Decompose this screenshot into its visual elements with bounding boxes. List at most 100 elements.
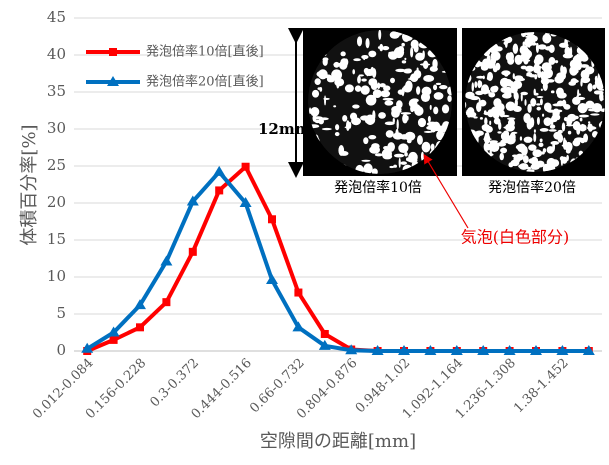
bubble bbox=[400, 134, 410, 139]
bubble bbox=[382, 149, 392, 159]
bubble bbox=[357, 36, 362, 46]
bubble bbox=[434, 92, 444, 100]
bubble bbox=[334, 62, 340, 68]
bubble bbox=[378, 112, 386, 119]
bubble bbox=[529, 158, 535, 163]
bubble bbox=[583, 134, 588, 143]
bubble bbox=[550, 141, 559, 145]
bubble bbox=[442, 104, 449, 113]
bubble bbox=[323, 98, 330, 100]
bubble bbox=[524, 99, 526, 106]
bubble bbox=[497, 142, 506, 146]
bubble bbox=[547, 146, 554, 153]
bubble bbox=[351, 117, 361, 125]
bubble bbox=[378, 46, 381, 49]
bubble bbox=[595, 76, 598, 82]
bubble bbox=[542, 128, 545, 131]
bubble bbox=[363, 56, 365, 60]
bubble bbox=[506, 101, 516, 111]
bubble bbox=[549, 129, 557, 132]
bubble bbox=[495, 116, 499, 123]
bubble bbox=[537, 107, 541, 111]
point bbox=[110, 336, 118, 344]
bubble bbox=[335, 132, 340, 136]
bubble bbox=[365, 38, 369, 48]
bubble bbox=[312, 90, 319, 98]
bubble bbox=[465, 92, 475, 99]
bubble bbox=[562, 160, 566, 163]
bubble bbox=[525, 66, 534, 72]
bubble bbox=[378, 30, 381, 40]
bubble bbox=[349, 122, 352, 129]
bubble bbox=[572, 97, 580, 105]
bubble bbox=[361, 85, 370, 94]
bubble bbox=[478, 80, 482, 87]
y-tick-label: 30 bbox=[47, 119, 66, 137]
bubble bbox=[555, 60, 558, 63]
bubble bbox=[504, 79, 511, 82]
bubble bbox=[580, 80, 582, 87]
bubble bbox=[402, 60, 406, 63]
bubble bbox=[588, 123, 591, 129]
bubble bbox=[540, 98, 543, 105]
point bbox=[294, 289, 302, 297]
scale-label: 12mm bbox=[258, 120, 311, 138]
bubble bbox=[484, 89, 490, 92]
bubble bbox=[514, 91, 518, 100]
bubble bbox=[487, 76, 492, 81]
bubble bbox=[360, 115, 370, 120]
bubble bbox=[368, 51, 376, 58]
bubble bbox=[404, 58, 406, 60]
bubble bbox=[534, 89, 536, 96]
bubble bbox=[352, 69, 355, 74]
bubble bbox=[410, 47, 413, 58]
bubble bbox=[447, 95, 451, 102]
bubble bbox=[434, 108, 437, 114]
bubble bbox=[398, 143, 408, 153]
bubble bbox=[420, 63, 430, 65]
bubble bbox=[499, 153, 504, 160]
point bbox=[109, 48, 117, 56]
bubble bbox=[315, 120, 321, 123]
bubble bbox=[407, 139, 412, 143]
bubble bbox=[527, 104, 531, 113]
bubble bbox=[421, 93, 430, 102]
bubble bbox=[430, 66, 438, 72]
bubble bbox=[542, 114, 544, 117]
point bbox=[268, 215, 276, 223]
bubble bbox=[513, 44, 518, 54]
bubble bbox=[500, 148, 507, 154]
bubble bbox=[579, 115, 589, 118]
bubble bbox=[479, 62, 484, 67]
bubble bbox=[313, 116, 323, 119]
bubble bbox=[543, 148, 546, 152]
bubble bbox=[506, 53, 512, 61]
y-tick-label: 45 bbox=[47, 8, 66, 26]
bubble bbox=[502, 115, 510, 117]
bubble bbox=[335, 124, 339, 130]
y-axis-title: 体積百分率[%] bbox=[19, 124, 40, 245]
bubble bbox=[411, 40, 419, 49]
bubble bbox=[393, 118, 395, 124]
bubble bbox=[353, 58, 361, 61]
bubble bbox=[415, 53, 424, 61]
bubble bbox=[397, 119, 399, 129]
bubble bbox=[500, 87, 509, 93]
bubble bbox=[417, 135, 423, 145]
bubble bbox=[492, 56, 494, 60]
bubble bbox=[516, 107, 521, 112]
bubble bbox=[394, 154, 404, 158]
bubble bbox=[363, 137, 368, 144]
bubble bbox=[543, 70, 549, 78]
point bbox=[321, 330, 329, 338]
bubble bbox=[541, 77, 550, 84]
x-tick-label: 1.38-1.452 bbox=[511, 356, 572, 417]
bubble bbox=[431, 144, 435, 151]
bubble bbox=[410, 73, 418, 82]
bubble bbox=[511, 160, 520, 167]
bubble bbox=[355, 85, 361, 91]
bubble bbox=[389, 166, 394, 168]
bubble bbox=[364, 68, 369, 74]
bubble bbox=[501, 70, 510, 75]
point bbox=[136, 323, 144, 331]
